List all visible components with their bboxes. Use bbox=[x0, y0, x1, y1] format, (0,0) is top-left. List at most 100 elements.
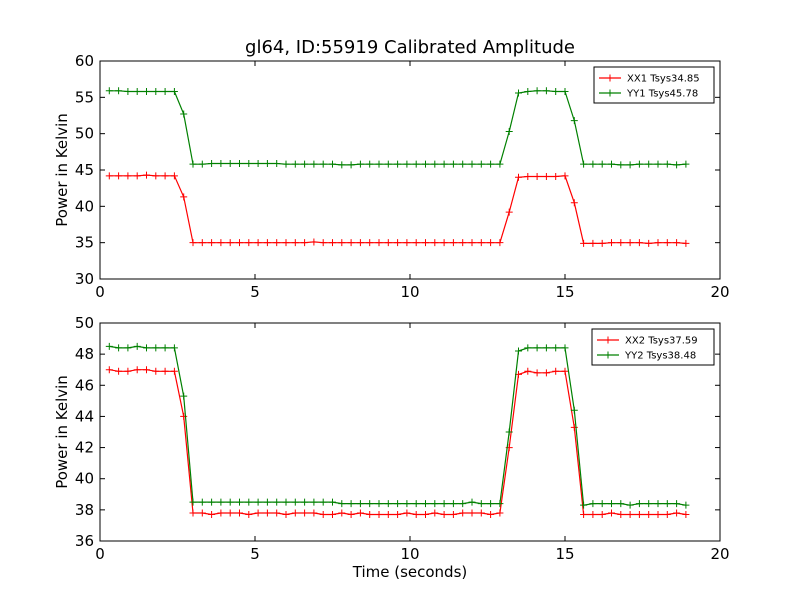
data-point bbox=[254, 498, 262, 506]
data-point bbox=[273, 239, 281, 247]
data-point bbox=[152, 172, 160, 180]
data-point bbox=[505, 208, 513, 216]
data-point bbox=[263, 498, 271, 506]
data-point bbox=[561, 367, 569, 375]
data-point bbox=[124, 172, 132, 180]
data-point bbox=[515, 347, 522, 355]
data-point bbox=[570, 117, 578, 125]
x-tick-label: 0 bbox=[95, 545, 105, 563]
data-point bbox=[663, 511, 671, 519]
data-point bbox=[673, 500, 681, 508]
data-point bbox=[115, 87, 123, 95]
data-point bbox=[449, 160, 457, 168]
data-point bbox=[673, 509, 681, 517]
data-point bbox=[226, 509, 234, 517]
data-point bbox=[533, 344, 541, 352]
data-point bbox=[217, 159, 225, 167]
data-point bbox=[208, 159, 216, 167]
data-point bbox=[403, 509, 411, 517]
data-point bbox=[459, 160, 467, 168]
data-point bbox=[403, 500, 411, 508]
data-point bbox=[552, 173, 560, 181]
data-point bbox=[384, 239, 392, 247]
data-point bbox=[598, 511, 606, 519]
data-point bbox=[663, 239, 671, 247]
data-point bbox=[319, 498, 327, 506]
data-point bbox=[626, 161, 634, 169]
data-point bbox=[236, 509, 243, 517]
legend-box bbox=[593, 66, 715, 104]
data-point bbox=[654, 160, 662, 168]
data-point bbox=[589, 511, 597, 519]
data-point bbox=[431, 500, 439, 508]
data-point bbox=[236, 239, 243, 247]
data-point bbox=[217, 498, 225, 506]
data-point bbox=[570, 199, 578, 207]
data-point bbox=[505, 428, 513, 436]
data-point bbox=[301, 239, 309, 247]
data-point bbox=[347, 511, 355, 519]
data-point bbox=[570, 406, 578, 414]
data-point bbox=[394, 239, 402, 247]
data-point bbox=[673, 239, 681, 247]
data-point bbox=[319, 511, 327, 519]
x-tick-label: 5 bbox=[250, 545, 260, 563]
data-point bbox=[319, 160, 327, 168]
data-point bbox=[143, 171, 150, 179]
data-point bbox=[440, 160, 448, 168]
data-point bbox=[133, 88, 141, 96]
data-point bbox=[254, 159, 262, 167]
y-tick-label: 35 bbox=[75, 234, 94, 252]
data-point bbox=[189, 498, 197, 506]
data-point bbox=[282, 239, 290, 247]
data-point bbox=[496, 500, 504, 508]
data-point bbox=[403, 239, 411, 247]
data-point bbox=[217, 509, 225, 517]
data-point bbox=[626, 239, 634, 247]
data-point bbox=[338, 509, 346, 517]
data-point bbox=[477, 509, 485, 517]
data-point bbox=[189, 509, 197, 517]
data-point bbox=[133, 172, 141, 180]
data-point bbox=[143, 344, 150, 352]
data-point bbox=[338, 500, 346, 508]
data-point bbox=[626, 511, 634, 519]
data-point bbox=[226, 159, 234, 167]
data-point bbox=[263, 239, 271, 247]
data-point bbox=[682, 239, 690, 247]
data-point bbox=[617, 511, 625, 519]
data-point bbox=[366, 511, 374, 519]
data-point bbox=[654, 239, 662, 247]
data-point bbox=[394, 511, 402, 519]
data-point bbox=[301, 498, 309, 506]
data-point bbox=[645, 239, 653, 247]
y-tick-label: 55 bbox=[75, 88, 94, 106]
data-point bbox=[635, 500, 643, 508]
data-point bbox=[310, 498, 318, 506]
data-point bbox=[208, 498, 216, 506]
x-tick-label: 15 bbox=[555, 283, 574, 301]
series-line-XX2 Tsys37.59 bbox=[109, 369, 686, 516]
data-point bbox=[347, 239, 355, 247]
data-point bbox=[449, 500, 457, 508]
data-point bbox=[608, 160, 615, 168]
data-point bbox=[282, 160, 290, 168]
data-point bbox=[291, 498, 299, 506]
data-point bbox=[217, 239, 225, 247]
data-point bbox=[115, 344, 123, 352]
data-point bbox=[412, 160, 420, 168]
data-point bbox=[515, 173, 522, 181]
data-point bbox=[626, 501, 634, 509]
data-point bbox=[161, 367, 169, 375]
data-point bbox=[152, 367, 160, 375]
data-point bbox=[505, 127, 513, 135]
data-point bbox=[542, 369, 550, 377]
data-point bbox=[282, 511, 290, 519]
data-point bbox=[329, 511, 336, 519]
y-tick-label: 42 bbox=[75, 439, 94, 457]
data-point bbox=[533, 173, 541, 181]
data-point bbox=[366, 239, 374, 247]
data-point bbox=[459, 239, 467, 247]
data-point bbox=[133, 366, 141, 374]
data-point bbox=[170, 88, 178, 96]
